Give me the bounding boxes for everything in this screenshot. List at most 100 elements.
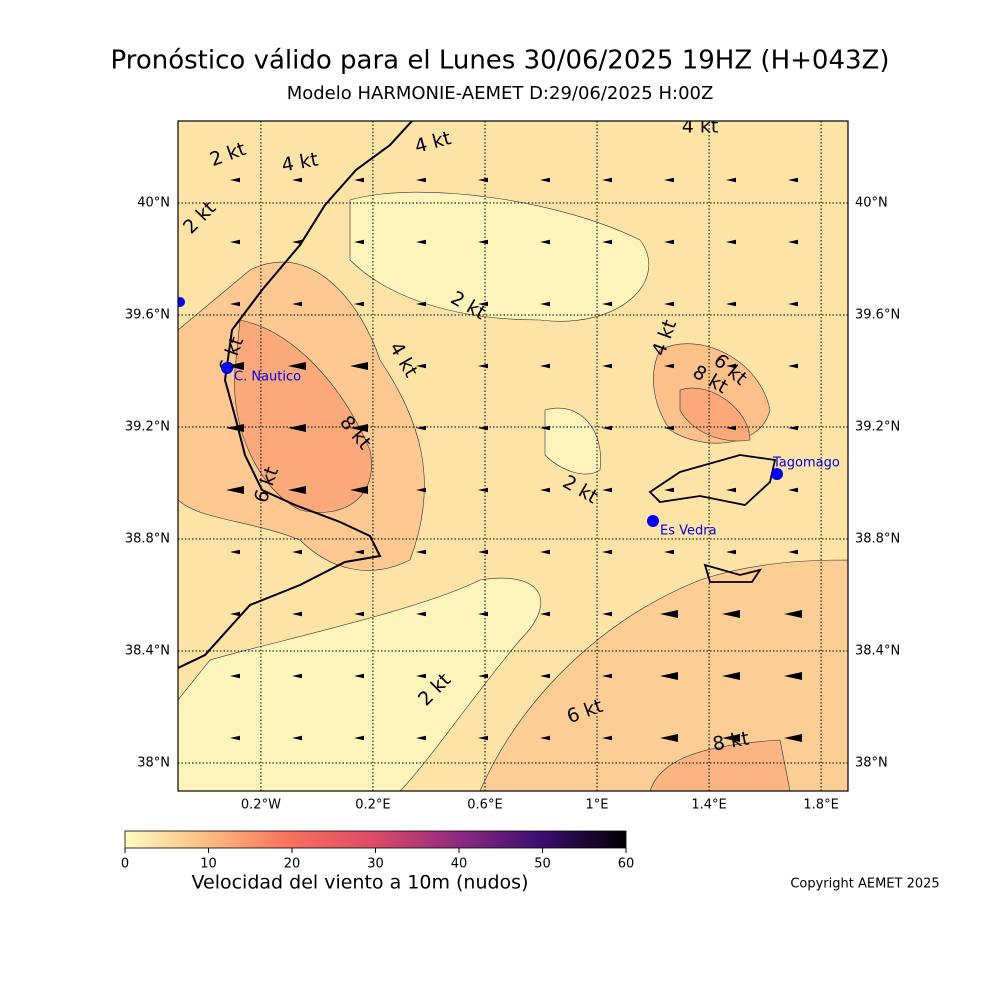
wind-arrow [416, 177, 426, 183]
wind-arrow [540, 177, 550, 183]
colorbar-tick-label: 20 [284, 857, 301, 872]
wind-arrow [602, 673, 612, 679]
wind-arrow [664, 487, 674, 493]
wind-arrow [226, 485, 244, 495]
wind-arrow [354, 177, 364, 183]
wind-arrow [788, 301, 798, 307]
map-field: 2 kt 4 kt4 kt4 kt2 kt2 kt4 kt8 kt6 kt 4 kt… [178, 121, 848, 791]
y-tick-label: 40°N [137, 196, 170, 211]
wind-arrow [354, 735, 364, 741]
wind-area [234, 319, 372, 513]
copyright: Copyright AEMET 2025 [790, 877, 939, 892]
wind-arrow [788, 177, 798, 183]
x-tick-label: 1.4°E [691, 798, 726, 813]
wind-arrow [350, 361, 368, 371]
wind-arrow [354, 549, 364, 555]
wind-arrow [602, 301, 612, 307]
wind-arrow [292, 611, 302, 617]
wind-arrow [540, 425, 550, 431]
x-tick-label: 1°E [586, 798, 609, 813]
wind-arrow [416, 239, 426, 245]
wind-arrow [722, 671, 740, 681]
wind-arrow [416, 611, 426, 617]
coastline [648, 454, 777, 506]
wind-arrow [230, 301, 240, 307]
wind-arrow [726, 549, 736, 555]
colorbar-ticks: 0 10 20 30 40 50 60 [121, 848, 634, 872]
wind-arrow [478, 673, 488, 679]
y-tick-label: 38.4°N [855, 644, 900, 659]
wind-arrow [350, 485, 368, 495]
wind-arrow [540, 363, 550, 369]
places: C. Nautico Tagomago Es Vedra [221, 362, 840, 539]
wind-arrow [540, 487, 550, 493]
x-tick-label: 0.2°E [355, 798, 390, 813]
wind-arrow [292, 301, 302, 307]
wind-arrow [354, 301, 364, 307]
wind-arrow [354, 611, 364, 617]
wind-arrow [788, 239, 798, 245]
wind-arrow [226, 423, 244, 433]
wind-arrow [288, 485, 306, 495]
coastline [703, 563, 763, 583]
wind-arrow [602, 363, 612, 369]
y-tick-label: 38.8°N [125, 532, 170, 547]
wind-arrow [230, 673, 240, 679]
wind-arrow [726, 239, 736, 245]
wind-arrow [478, 735, 488, 741]
wind-arrow [416, 673, 426, 679]
coastline [178, 121, 413, 669]
wind-arrow [292, 177, 302, 183]
wind-arrow [478, 549, 488, 555]
place-marker [221, 362, 233, 374]
wind-arrow [230, 611, 240, 617]
colorbar-tick-label: 50 [534, 857, 551, 872]
y-tick-label: 39.6°N [125, 308, 170, 323]
wind-arrow [478, 301, 488, 307]
wind-arrow [784, 609, 802, 619]
wind-arrow [354, 239, 364, 245]
place-marker [771, 468, 783, 480]
wind-arrow [230, 177, 240, 183]
y-tick-label: 39.2°N [125, 420, 170, 435]
wind-arrow [416, 549, 426, 555]
calm-area [178, 577, 541, 791]
wind-arrow [292, 549, 302, 555]
wind-arrow [788, 363, 798, 369]
wind-arrow [292, 735, 302, 741]
y-tick-label: 38.8°N [855, 532, 900, 547]
place-label: C. Nautico [234, 370, 301, 385]
wind-arrow [664, 177, 674, 183]
wind-arrow [602, 735, 612, 741]
wind-arrow [664, 363, 674, 369]
wind-arrow [230, 239, 240, 245]
wind-arrow [478, 611, 488, 617]
wind-arrow [292, 673, 302, 679]
wind-arrow [292, 239, 302, 245]
y-tick-label: 39.6°N [855, 308, 900, 323]
wind-arrow [660, 671, 678, 681]
wind-arrow [602, 611, 612, 617]
y-tick-label: 38°N [137, 756, 170, 771]
map-frame [177, 120, 849, 792]
x-tick-label: 1.8°E [803, 798, 838, 813]
wind-arrow [354, 673, 364, 679]
wind-arrow [726, 177, 736, 183]
colorbar-tick-label: 10 [200, 857, 217, 872]
wind-arrow [540, 549, 550, 555]
wind-arrow [660, 609, 678, 619]
colorbar-tick-label: 30 [367, 857, 384, 872]
colorbar-tick-label: 0 [121, 857, 129, 872]
wind-arrow [478, 177, 488, 183]
wind-arrow [602, 549, 612, 555]
wind-arrow [540, 611, 550, 617]
wind-arrow [226, 361, 244, 371]
calm-area [544, 407, 601, 475]
y-tick-label: 38.4°N [125, 644, 170, 659]
place-label: Tagomago [772, 456, 840, 471]
colorbar-tick-label: 40 [451, 857, 468, 872]
wind-arrow [416, 735, 426, 741]
colorbar-tick-label: 60 [618, 857, 635, 872]
wind-arrow [664, 549, 674, 555]
